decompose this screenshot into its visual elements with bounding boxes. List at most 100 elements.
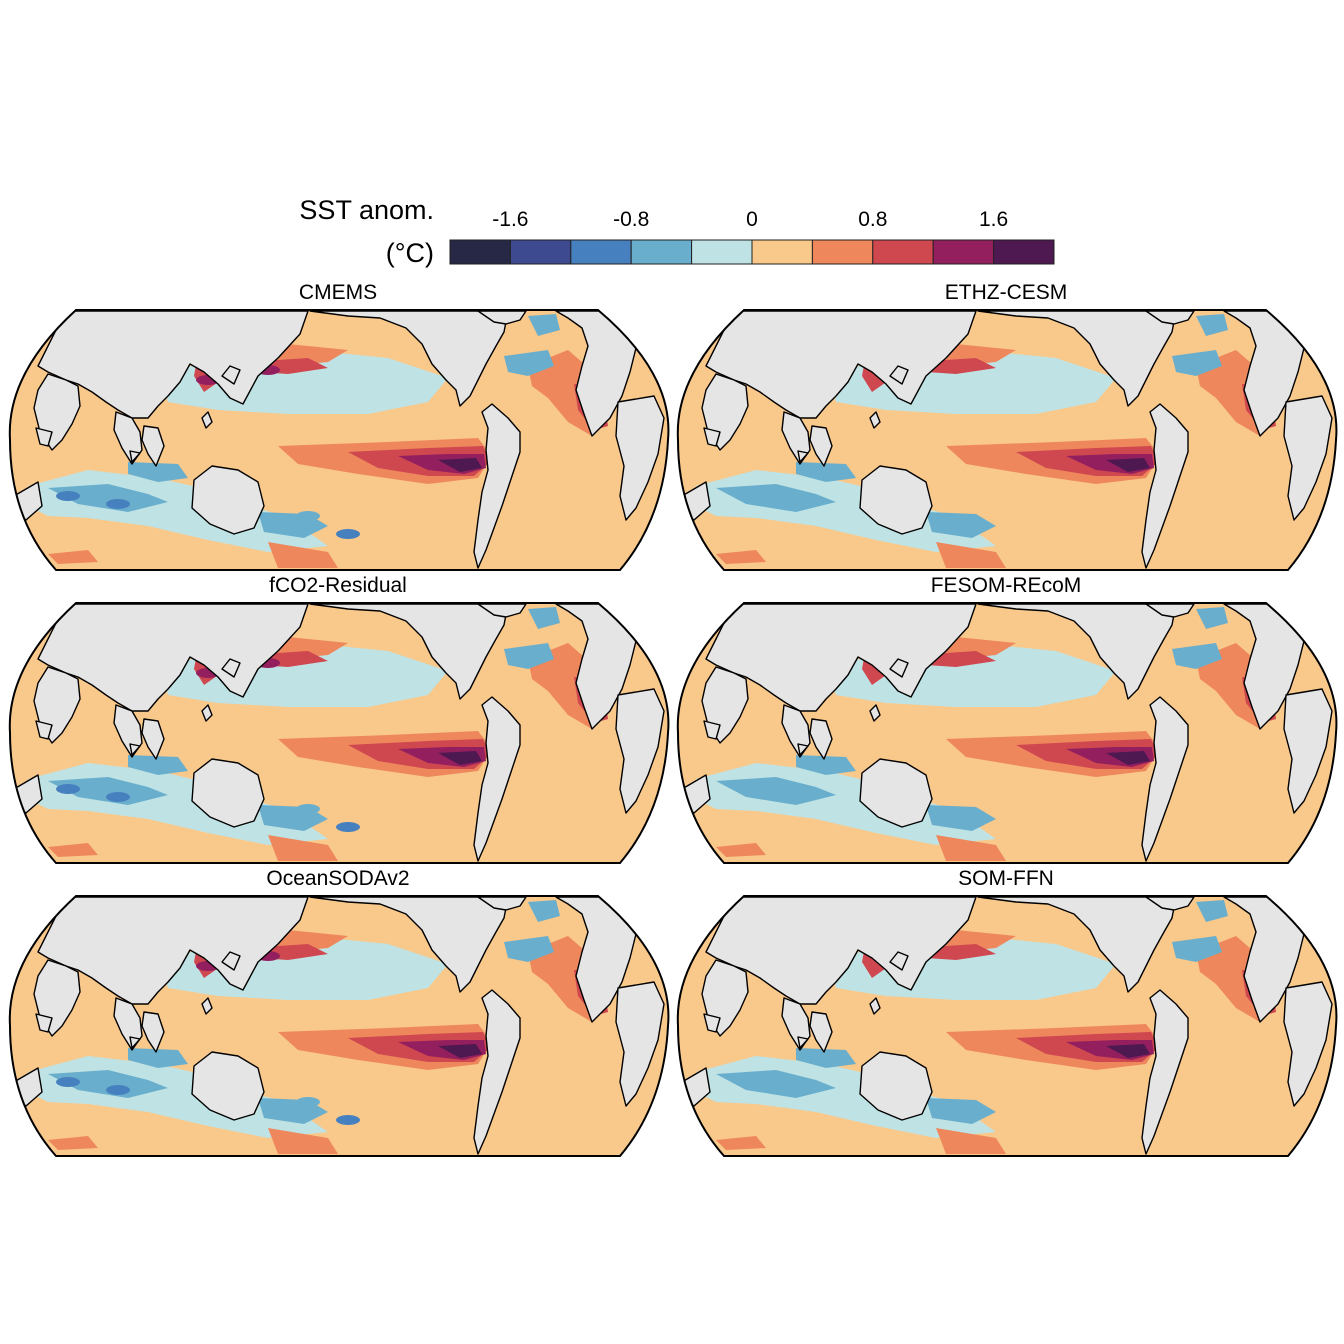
panel-title: fCO2-Residual [269,574,407,597]
panel-title: ETHZ-CESM [945,281,1068,304]
map-border [8,309,670,571]
anomaly-region [1176,769,1316,839]
anomaly-region [926,512,996,538]
land-mass [615,395,665,521]
anomaly-region [716,1136,766,1150]
anomaly-region [504,350,554,376]
map-border [676,602,1338,864]
land-mass [37,310,309,419]
anomaly-region [296,1097,320,1107]
map-panel: FESOM-REcoM [676,574,1338,864]
land-mass [191,465,265,535]
land-mass [1283,688,1333,814]
land-mass [35,720,53,740]
land-mass [797,1036,809,1049]
anomaly-region [796,755,856,775]
anomaly-region [48,1136,98,1150]
anomaly-region [796,462,856,482]
anomaly-region [336,529,360,539]
map-panel: fCO2-Residual [8,574,670,864]
land-mass [473,696,521,862]
anomaly-region [1176,1062,1316,1132]
anomaly-region [1106,751,1150,765]
colorbar-bin [570,239,632,265]
colorbar-bin [811,239,874,265]
land-mass [1141,696,1189,862]
anomaly-region [504,936,554,962]
colorbar-bin [691,239,753,265]
land-mass [1283,981,1333,1107]
anomaly-region [508,769,648,839]
anomaly-region [48,484,168,512]
anomaly-region [528,314,560,336]
colorbar-tick-label: 1.6 [979,208,1008,231]
land-mass [37,603,309,712]
anomaly-region [504,643,554,669]
anomaly-region [716,843,766,857]
land-mass [201,411,213,429]
anomaly-region [716,550,766,564]
anomaly-region [528,900,560,922]
anomaly-region [438,458,482,472]
anomaly-region [48,550,98,564]
anomaly-region [106,792,130,802]
anomaly-region [1172,936,1222,962]
anomaly-region [1172,350,1222,376]
land-mass [703,1013,721,1033]
land-mass [889,951,909,971]
land-mass [1141,989,1189,1155]
colorbar-bin [932,239,995,265]
anomaly-region [106,1085,130,1095]
anomaly-region [1106,1044,1150,1058]
map-field [677,310,1336,570]
land-mass [705,603,977,712]
land-mass [977,310,1177,407]
land-mass [201,704,213,722]
colorbar-bins [449,239,1055,265]
land-mass [869,997,881,1015]
anomaly-region [268,835,338,861]
land-mass [977,896,1177,993]
land-mass [1283,395,1333,521]
anomaly-region [128,462,188,482]
land-mass [859,758,933,828]
land-mass [703,720,721,740]
map-field [9,310,668,570]
colorbar-bin [993,239,1055,265]
map-field [677,896,1336,1156]
map-panel: ETHZ-CESM [676,281,1338,571]
anomaly-region [438,1044,482,1058]
land-mass [473,403,521,569]
land-mass [141,425,165,467]
colorbar-bin [872,239,934,265]
anomaly-region [106,499,130,509]
anomaly-region [508,1062,648,1132]
anomaly-region [716,484,836,512]
colorbar-title: SST anom. [299,195,434,225]
land-mass [309,310,509,407]
land-mass [1141,403,1189,569]
anomaly-region [1172,643,1222,669]
land-mass [221,658,241,678]
panel-title: SOM-FFN [958,867,1054,890]
anomaly-region [268,542,338,568]
colorbar-tick-label: -1.6 [492,208,528,231]
land-mass [191,1051,265,1121]
land-mass [35,427,53,447]
land-mass [37,896,309,1005]
panel-title: CMEMS [299,281,377,304]
land-mass [615,981,665,1107]
map-field [9,603,668,863]
anomaly-region [48,1070,168,1098]
land-mass [705,896,977,1005]
land-mass [889,365,909,385]
land-mass [703,427,721,447]
anomaly-region [56,491,80,501]
colorbar-tick-label: 0.8 [858,208,887,231]
land-mass [705,310,977,419]
anomaly-region [528,607,560,629]
map-border [8,895,670,1157]
land-mass [797,743,809,756]
anomaly-region [716,777,836,805]
